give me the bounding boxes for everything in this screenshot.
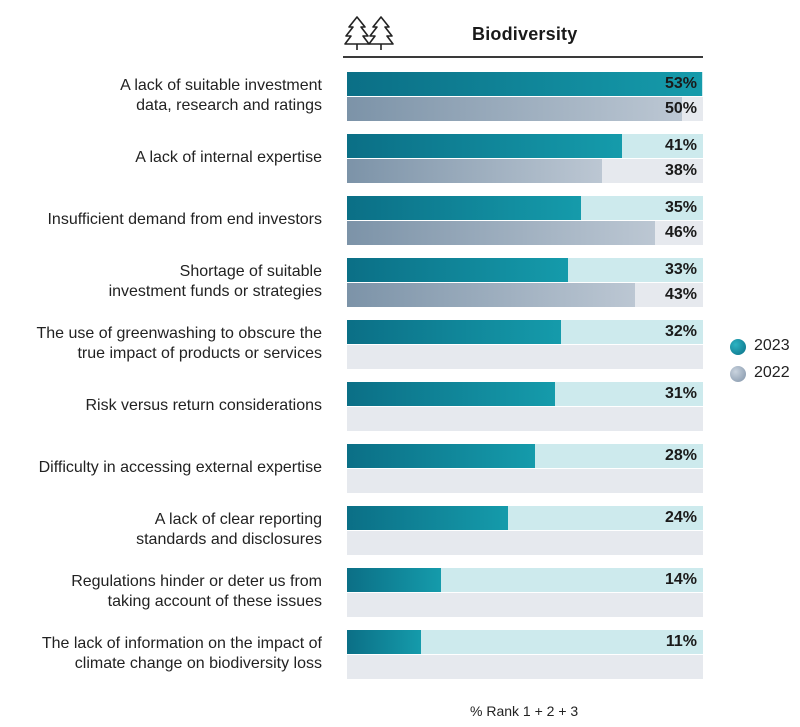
bar-2023 xyxy=(347,320,562,344)
bar-2023 xyxy=(347,630,421,654)
category-label: A lack of internal expertise xyxy=(0,148,322,168)
header-divider xyxy=(343,56,703,58)
data-label-2022: 43% xyxy=(664,286,697,303)
legend-swatch-2023 xyxy=(730,339,746,355)
category-label: The use of greenwashing to obscure the tr… xyxy=(0,324,322,364)
data-label-2023: 33% xyxy=(664,261,697,278)
category-label: The lack of information on the impact of… xyxy=(0,634,322,674)
category-label-line: The lack of information on the impact of xyxy=(41,635,322,652)
data-label-2023: 28% xyxy=(664,447,697,464)
category-label-line: Risk versus return considerations xyxy=(85,397,322,414)
data-label-2023: 53% xyxy=(664,75,697,92)
category-label-line: The use of greenwashing to obscure the xyxy=(36,325,322,342)
category-label: A lack of clear reporting standards and d… xyxy=(0,510,322,550)
category-label-line: A lack of suitable investment xyxy=(120,77,322,94)
category-label-line: A lack of clear reporting xyxy=(154,511,322,528)
trees-icon xyxy=(344,16,394,50)
category-label-line: Insufficient demand from end investors xyxy=(47,211,322,228)
bar-2022 xyxy=(347,97,682,121)
data-label-2023: 41% xyxy=(664,137,697,154)
category-label-line: Shortage of suitable xyxy=(179,263,322,280)
data-label-2023: 35% xyxy=(664,199,697,216)
category-label: Regulations hinder or deter us from takin… xyxy=(0,572,322,612)
legend-label-2023: 2023 xyxy=(754,337,790,354)
category-label: A lack of suitable investment data, resea… xyxy=(0,76,322,116)
category-label: Shortage of suitable investment funds or … xyxy=(0,262,322,302)
bar-2023 xyxy=(347,382,555,406)
category-label: Risk versus return considerations xyxy=(0,396,322,416)
bar-track-2022 xyxy=(347,345,703,369)
chart-title: Biodiversity xyxy=(472,24,578,44)
category-label-line: A lack of internal expertise xyxy=(135,149,322,166)
bar-track-2022 xyxy=(347,407,703,431)
bar-track-2022 xyxy=(347,531,703,555)
category-label-line: investment funds or strategies xyxy=(108,283,322,300)
bar-2023 xyxy=(347,568,441,592)
bar-track-2022 xyxy=(347,469,703,493)
data-label-2023: 11% xyxy=(665,633,697,650)
bar-2023 xyxy=(347,196,582,220)
data-label-2023: 31% xyxy=(664,385,697,402)
category-label-line: climate change on biodiversity loss xyxy=(74,655,322,672)
bar-2023 xyxy=(347,72,702,96)
bar-2023 xyxy=(347,134,622,158)
data-label-2022: 38% xyxy=(664,162,697,179)
legend-label-2022: 2022 xyxy=(754,364,790,381)
x-axis-label: % Rank 1 + 2 + 3 xyxy=(470,703,579,719)
bar-2022 xyxy=(347,283,636,307)
legend-swatch-2022 xyxy=(730,366,746,382)
bar-2022 xyxy=(347,221,656,245)
category-label-line: data, research and ratings xyxy=(136,97,322,114)
data-label-2023: 24% xyxy=(664,509,697,526)
bar-track-2022 xyxy=(347,593,703,617)
category-label-line: standards and disclosures xyxy=(136,531,322,548)
category-label-line: true impact of products or services xyxy=(77,345,322,362)
category-label: Insufficient demand from end investors xyxy=(0,210,322,230)
bar-2023 xyxy=(347,506,508,530)
category-label-line: Difficulty in accessing external experti… xyxy=(38,459,322,476)
data-label-2023: 32% xyxy=(664,323,697,340)
category-label: Difficulty in accessing external experti… xyxy=(0,458,322,478)
category-label-line: taking account of these issues xyxy=(107,593,322,610)
data-label-2022: 46% xyxy=(664,224,697,241)
data-label-2023: 14% xyxy=(664,571,697,588)
bar-2023 xyxy=(347,258,569,282)
data-label-2022: 50% xyxy=(664,100,697,117)
category-label-line: Regulations hinder or deter us from xyxy=(71,573,322,590)
bar-track-2022 xyxy=(347,655,703,679)
bar-2023 xyxy=(347,444,535,468)
bar-2022 xyxy=(347,159,602,183)
